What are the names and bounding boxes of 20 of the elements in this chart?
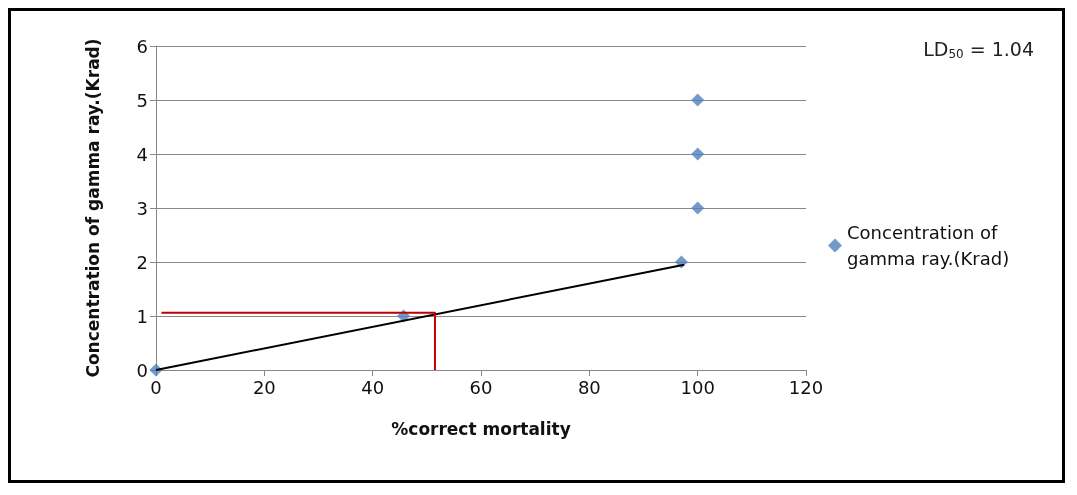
y-tick-label: 1: [136, 305, 148, 327]
legend-label: Concentration of gamma ray.(Krad): [847, 222, 1010, 269]
point: [691, 147, 705, 161]
x-tick-label: 60: [469, 376, 493, 398]
point: [691, 93, 705, 107]
x-tick-label: 20: [252, 376, 276, 398]
x-tick-label: 120: [788, 376, 824, 398]
y-axis-title: Concentration of gamma ray.(Krad): [82, 38, 103, 378]
y-tick-label: 0: [136, 359, 148, 381]
x-tick-label: 100: [680, 376, 715, 398]
x-axis-title: %correct mortality: [391, 418, 571, 439]
y-tick-label: 3: [136, 197, 148, 219]
point: [691, 201, 705, 215]
y-tick-label: 2: [136, 251, 148, 273]
y-tick-label: 4: [136, 143, 148, 165]
y-tick-label: 5: [136, 89, 148, 111]
y-tick-label: 6: [136, 35, 148, 57]
x-tick-label: 80: [577, 376, 601, 398]
x-tick-label: 40: [361, 376, 385, 398]
x-tick-label: 0: [150, 376, 162, 398]
